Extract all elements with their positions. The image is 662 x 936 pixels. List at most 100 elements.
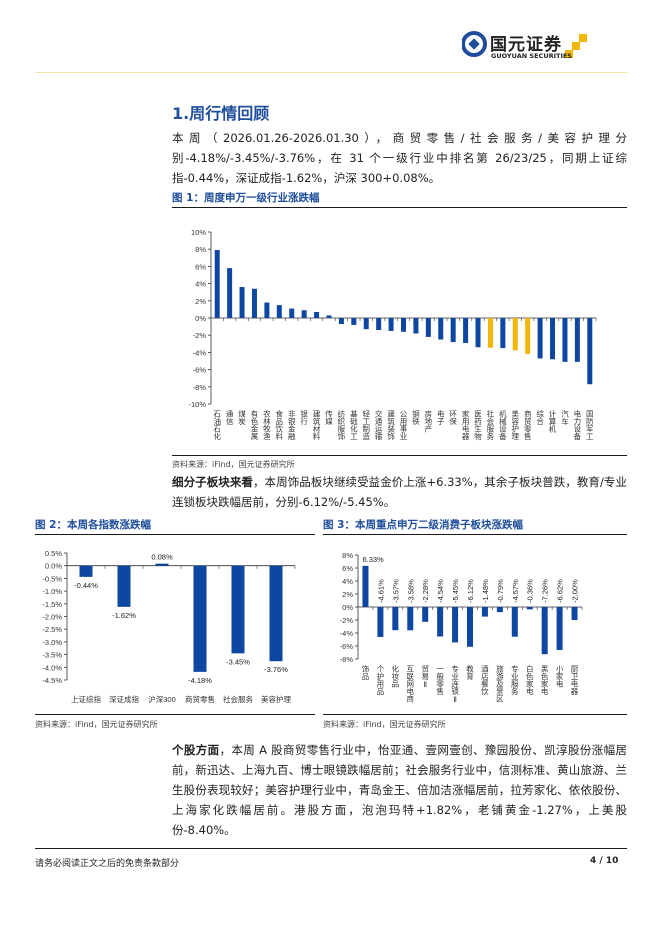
bar <box>562 318 568 362</box>
bar <box>450 318 456 343</box>
x-tick-label: 互联网电商 <box>406 665 415 704</box>
x-tick-label: 专业服务 <box>510 664 519 697</box>
bar <box>556 607 563 651</box>
x-tick-label: 商贸零售 <box>523 409 532 442</box>
paragraph-stocks: 个股方面，本周 A 股商贸零售行业中，怡亚通、壹网壹创、豫园股份、凯淳股份涨幅居… <box>172 740 627 840</box>
data-label: -6.62% <box>556 579 565 603</box>
bar <box>587 318 593 385</box>
x-tick-label: 纺织服饰 <box>337 409 346 442</box>
data-label: -4.57% <box>511 579 520 603</box>
bar <box>574 318 580 362</box>
x-tick-label: 煤炭 <box>237 409 246 427</box>
bar <box>571 607 578 620</box>
x-tick-label: 小家电 <box>555 665 564 688</box>
source-divider <box>172 455 627 456</box>
x-tick-label: 专业连锁Ⅱ <box>450 664 459 704</box>
x-tick-label: 通信 <box>225 409 234 427</box>
data-label: -0.79% <box>496 579 505 603</box>
bar <box>231 565 245 654</box>
bar <box>487 318 493 348</box>
bar <box>301 310 307 318</box>
x-tick-label: 社会服务 <box>223 694 253 704</box>
y-tick-label: -1.0% <box>42 587 62 596</box>
paragraph-overview: 本周（2026.01.26-2026.01.30），商贸零售/社会服务/美容护理… <box>172 131 627 185</box>
data-label: 0.08% <box>151 553 173 562</box>
subsector-bar-chart: 8% 6% 4% 2% 0% -2% -4% -6% -8% 饰品 6.33% 个护用品 -4.61% 化… <box>340 551 583 704</box>
guoyuan-logo-icon <box>461 31 587 58</box>
footer-disclaimer: 请务必阅读正文之后的免责条款部分 <box>35 859 180 869</box>
caption-divider <box>172 207 627 208</box>
data-label: -2.00% <box>571 579 580 603</box>
figure-3-source: 资料来源：iFind，国元证券研究所 <box>323 720 446 729</box>
bar <box>407 607 414 631</box>
bar <box>289 308 295 318</box>
bar <box>512 318 518 351</box>
bar <box>314 311 320 318</box>
y-tick-label: -2.5% <box>42 625 62 634</box>
y-tick-label: -6% <box>340 642 354 651</box>
x-tick-label: 社会服务 <box>486 409 495 442</box>
x-tick-label: 贸易Ⅱ <box>420 664 429 689</box>
bar <box>227 268 233 318</box>
y-tick-label: -10% <box>188 400 206 409</box>
x-tick-label: 化妆品 <box>391 664 400 689</box>
x-tick-label: 汽车 <box>560 409 569 427</box>
data-label: -0.44% <box>74 581 98 590</box>
bar <box>511 607 518 637</box>
data-label: -2.28% <box>421 579 430 603</box>
bar <box>269 565 283 662</box>
bar <box>79 565 93 577</box>
footer-divider <box>35 848 627 849</box>
data-label: -5.45% <box>451 579 460 603</box>
x-tick-label: 综合 <box>535 409 544 427</box>
x-tick-label: 环保 <box>448 410 457 427</box>
data-label: -0.36% <box>526 579 535 603</box>
paragraph-subsector: 细分子板块来看，本周饰品板块继续受益金价上涨+6.33%，其余子板块普跌，教育/… <box>172 472 627 512</box>
bar <box>193 565 207 672</box>
y-tick-label: 0.5% <box>45 549 62 558</box>
bar <box>377 607 384 637</box>
x-tick-label: 机械设备 <box>498 409 507 442</box>
figure-3-caption: 图 3：本周重点申万二级消费子板块涨跌幅 <box>323 519 523 531</box>
x-tick-label: 医药生物 <box>473 410 482 442</box>
bar <box>525 318 531 354</box>
x-tick-label: 家用电器 <box>461 409 470 442</box>
y-tick-label: -2% <box>340 616 354 625</box>
x-tick-label: 一般零售 <box>435 665 444 696</box>
y-tick-label: -2% <box>193 331 207 340</box>
bar <box>388 318 394 331</box>
x-tick-label: 黑色家电 <box>540 665 549 696</box>
figure-2-source: 资料来源：iFind，国元证券研究所 <box>35 720 158 729</box>
x-tick-label: 电子 <box>436 409 445 426</box>
source-divider <box>35 714 315 715</box>
x-tick-label: 沪深300 <box>148 694 176 704</box>
y-tick-label: 2% <box>342 590 353 599</box>
industry-bar-chart: 10% 8% 6% 4% 2% 0% -2% -4% -6% -8% -10% 石油石化 通信 煤炭 有色金… <box>188 228 597 442</box>
y-tick-label: -8% <box>340 655 354 664</box>
data-label: -3.57% <box>391 579 400 603</box>
bar <box>500 318 506 349</box>
x-tick-label: 基础化工 <box>349 409 358 441</box>
figure-1-caption: 图 1：周度申万一级行业涨跌幅 <box>172 192 320 204</box>
bar <box>338 318 344 325</box>
bar <box>437 607 444 637</box>
y-tick-label: 0% <box>195 314 206 323</box>
data-label: -4.18% <box>188 676 212 685</box>
data-label: 6.33% <box>362 555 384 564</box>
y-tick-label: 2% <box>195 297 206 306</box>
y-tick-label: 4% <box>195 280 206 289</box>
figure-1-source: 资料来源：iFind，国元证券研究所 <box>172 460 295 469</box>
x-tick-label: 公用事业 <box>399 410 408 440</box>
brand-name-en: GUOYUAN SECURITIES <box>491 52 572 60</box>
bar <box>155 563 169 566</box>
y-tick-label: 6% <box>195 262 206 271</box>
bar <box>117 565 131 607</box>
y-tick-label: -4.5% <box>42 676 62 685</box>
x-tick-label: 非银金融 <box>287 409 296 442</box>
bar <box>392 607 399 631</box>
y-tick-label: -6% <box>193 366 207 375</box>
x-tick-label: 深证成指 <box>109 694 139 704</box>
bar <box>425 318 431 337</box>
data-label: -3.76% <box>264 665 288 674</box>
